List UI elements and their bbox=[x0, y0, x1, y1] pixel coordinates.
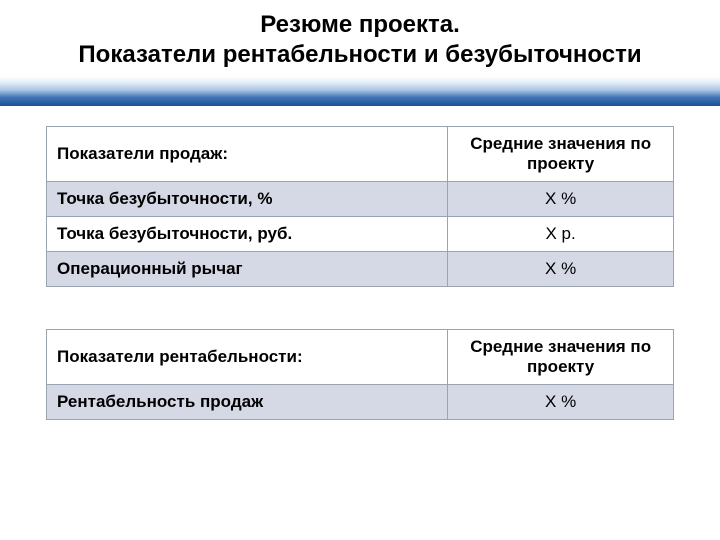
title-line-2: Показатели рентабельности и безубыточнос… bbox=[78, 40, 641, 70]
col-header-indicator: Показатели продаж: bbox=[47, 127, 448, 182]
row-label: Операционный рычаг bbox=[47, 252, 448, 287]
row-value: Х % bbox=[448, 252, 674, 287]
col-header-value: Средние значения по проекту bbox=[448, 127, 674, 182]
col-header-indicator: Показатели рентабельности: bbox=[47, 330, 448, 385]
sales-indicators-table: Показатели продаж: Средние значения по п… bbox=[46, 126, 674, 287]
profitability-indicators-table: Показатели рентабельности: Средние значе… bbox=[46, 329, 674, 420]
col-header-value: Средние значения по проекту bbox=[448, 330, 674, 385]
row-value: Х % bbox=[448, 182, 674, 217]
row-label: Точка безубыточности, руб. bbox=[47, 217, 448, 252]
row-label: Точка безубыточности, % bbox=[47, 182, 448, 217]
row-label: Рентабельность продаж bbox=[47, 385, 448, 420]
table-spacer bbox=[46, 287, 674, 329]
table-row: Рентабельность продаж Х % bbox=[47, 385, 674, 420]
slide-content: Показатели продаж: Средние значения по п… bbox=[46, 126, 674, 420]
table-row: Точка безубыточности, руб. Х р. bbox=[47, 217, 674, 252]
table-header-row: Показатели продаж: Средние значения по п… bbox=[47, 127, 674, 182]
table-row: Операционный рычаг Х % bbox=[47, 252, 674, 287]
title-line-1: Резюме проекта. bbox=[260, 10, 460, 40]
table-header-row: Показатели рентабельности: Средние значе… bbox=[47, 330, 674, 385]
title-header: Резюме проекта. Показатели рентабельност… bbox=[0, 0, 720, 106]
table-row: Точка безубыточности, % Х % bbox=[47, 182, 674, 217]
row-value: Х % bbox=[448, 385, 674, 420]
row-value: Х р. bbox=[448, 217, 674, 252]
